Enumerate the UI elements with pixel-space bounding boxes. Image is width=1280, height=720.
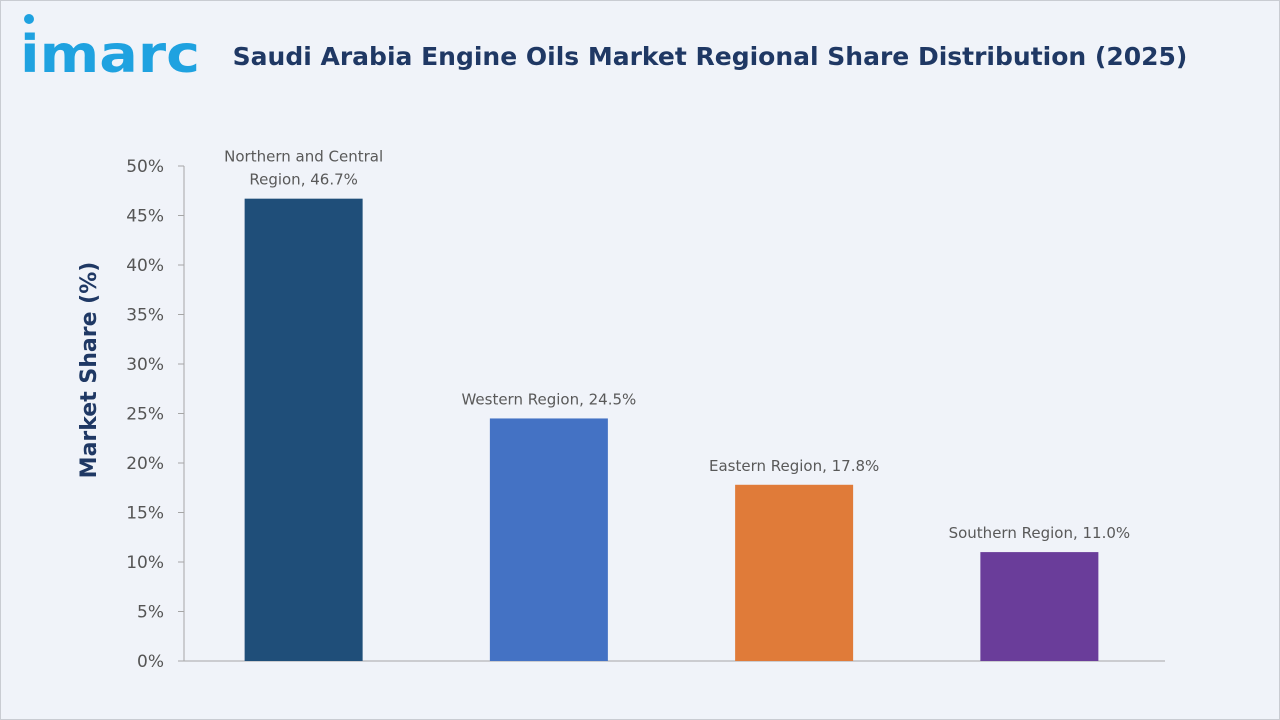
- y-tick-label: 40%: [126, 256, 164, 276]
- y-tick-label: 45%: [126, 207, 164, 227]
- data-label: Northern and Central Region, 46.7%: [224, 148, 383, 189]
- data-label: Western Region, 24.5%: [461, 390, 636, 408]
- data-label: Southern Region, 11.0%: [949, 524, 1131, 542]
- y-tick-label: 5%: [137, 603, 164, 623]
- y-axis-label: Market Share (%): [77, 262, 102, 479]
- y-tick-label: 10%: [126, 553, 164, 573]
- y-tick-label: 25%: [126, 405, 164, 425]
- data-label: Eastern Region, 17.8%: [709, 457, 879, 475]
- chart-title: Saudi Arabia Engine Oils Market Regional…: [232, 42, 1188, 71]
- y-tick-label: 15%: [126, 504, 164, 524]
- bar: [244, 198, 363, 662]
- y-tick-label: 0%: [137, 652, 164, 672]
- svg-text:imarc: imarc: [20, 25, 200, 78]
- bar: [980, 552, 1099, 661]
- y-tick-label: 30%: [126, 355, 164, 375]
- y-tick-label: 20%: [126, 454, 164, 474]
- bar: [735, 484, 854, 661]
- y-tick-label: 35%: [126, 306, 164, 326]
- y-tick-label: 50%: [126, 157, 164, 177]
- bar: [489, 418, 608, 661]
- imarc-logo: imarc: [20, 14, 200, 78]
